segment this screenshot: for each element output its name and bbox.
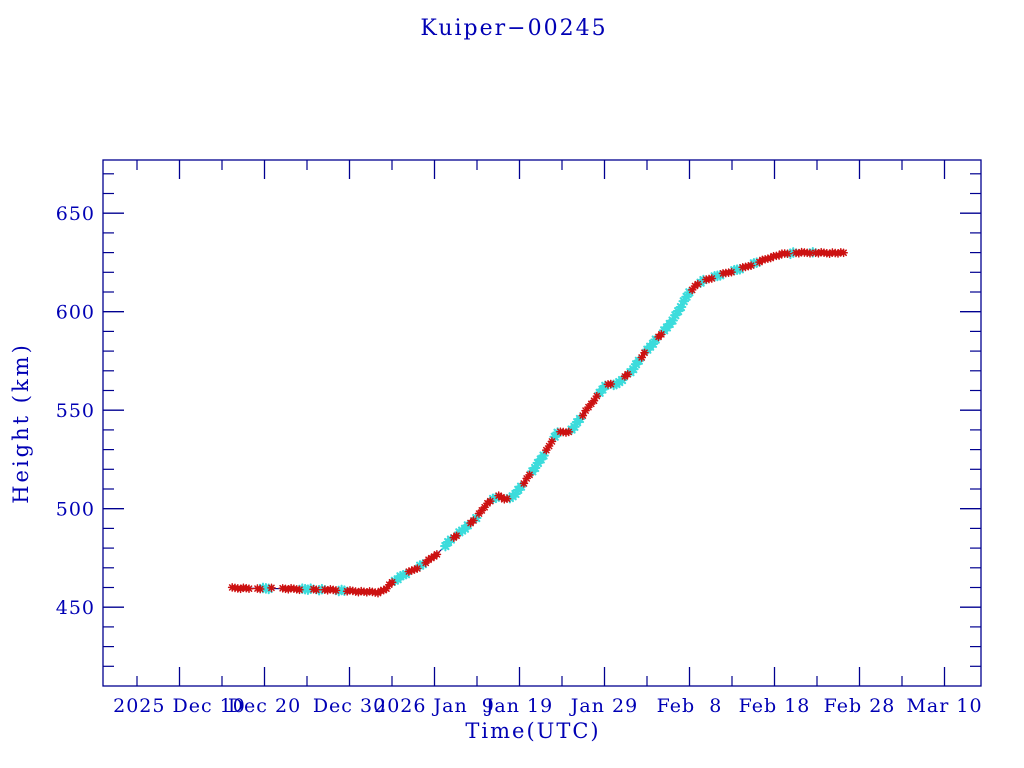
chart-title: Kuiper−00245 <box>420 16 608 41</box>
y-tick-label: 450 <box>56 597 95 619</box>
cyan-flagged-markers <box>257 246 819 597</box>
x-tick-label: Dec 30 <box>313 695 386 717</box>
red-height-markers <box>227 247 848 598</box>
x-tick-label: Jan 19 <box>484 695 553 717</box>
x-tick-label: 2026 Jan 9 <box>374 695 495 717</box>
x-tick-label: 2025 Dec 10 <box>113 695 246 717</box>
x-tick-label: Jan 29 <box>569 695 638 717</box>
x-tick-label: Feb 28 <box>824 695 896 717</box>
y-tick-label: 650 <box>56 203 95 225</box>
x-axis-title: Time(UTC) <box>465 719 601 743</box>
y-tick-label: 600 <box>56 302 95 324</box>
y-tick-label: 550 <box>56 400 95 422</box>
x-tick-label: Mar 10 <box>906 695 982 717</box>
x-tick-label: Feb 18 <box>739 695 811 717</box>
y-tick-label: 500 <box>56 499 95 521</box>
x-tick-label: Dec 20 <box>228 695 301 717</box>
y-axis-title: Height (km) <box>9 342 33 504</box>
x-tick-label: Feb 8 <box>657 695 723 717</box>
